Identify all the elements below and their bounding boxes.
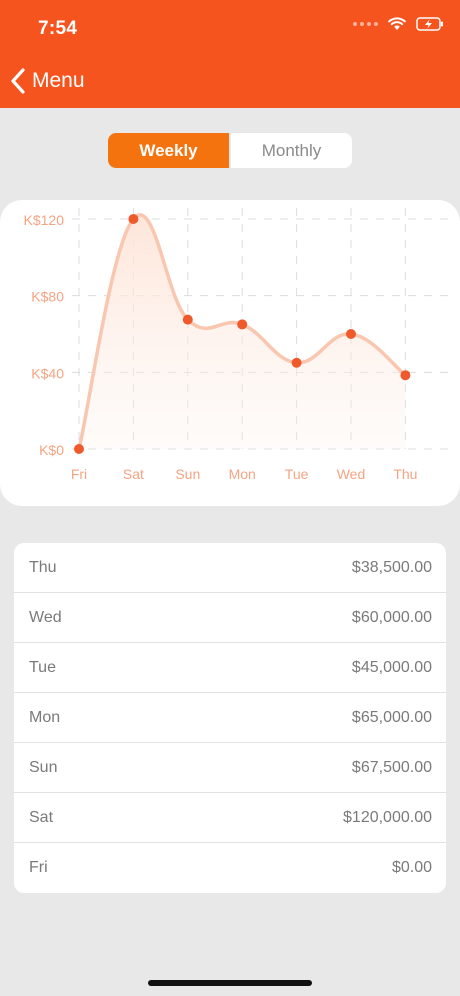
list-item-amount: $60,000.00: [351, 608, 432, 626]
chevron-left-icon: [11, 68, 25, 94]
list-item-amount: $0.00: [391, 859, 432, 876]
list-item[interactable]: Tue $45,000.00: [14, 643, 446, 693]
chart-y-tick-label: K$80: [31, 289, 64, 305]
chart-y-tick-label: K$0: [39, 442, 64, 458]
list-item[interactable]: Thu $38,500.00: [14, 543, 446, 593]
chart-point-thu[interactable]: [400, 370, 411, 381]
chart-x-tick-label: Wed: [337, 466, 366, 482]
wifi-icon: [388, 17, 406, 30]
chart-x-tick-label: Sat: [123, 466, 144, 482]
list-item-day: Sat: [29, 808, 54, 826]
nav-header: 7:54 Menu: [0, 0, 460, 108]
list-item-day: Wed: [29, 608, 62, 626]
home-indicator: [148, 980, 312, 986]
status-icons: [353, 17, 444, 31]
list-item-day: Tue: [29, 658, 56, 676]
list-item-amount: $120,000.00: [343, 808, 432, 826]
chart-line: [77, 213, 408, 451]
list-item[interactable]: Mon $65,000.00: [14, 693, 446, 743]
list-item-amount: $65,000.00: [351, 708, 432, 726]
chart-point-mon[interactable]: [237, 319, 248, 330]
list-item-day: Sun: [29, 758, 58, 776]
back-button-label: Menu: [32, 69, 85, 92]
status-time: 7:54: [38, 18, 78, 39]
period-segmented-control: Weekly Monthly: [108, 133, 352, 168]
chart-point-wed[interactable]: [346, 329, 356, 339]
list-item[interactable]: Wed $60,000.00: [14, 593, 446, 643]
list-item-day: Fri: [29, 859, 48, 876]
chart-x-tick-label: Fri: [71, 466, 87, 482]
list-item[interactable]: Sat $120,000.00: [14, 793, 446, 843]
chart-y-tick-label: K$40: [31, 365, 64, 381]
chart-card: K$0 K$40 K$80 K$120 Fri Sat Sun Mon Tue Wed Thu: [0, 200, 460, 506]
signal-icon: [353, 22, 378, 26]
segment-divider: [229, 133, 231, 168]
chart-point-sun[interactable]: [182, 314, 193, 325]
back-button[interactable]: Menu: [10, 64, 85, 98]
chart-point-fri[interactable]: [74, 444, 84, 454]
weekly-sales-chart: K$0 K$40 K$80 K$120 Fri Sat Sun Mon Tue Wed Thu: [24, 208, 452, 482]
list-item[interactable]: Sun $67,500.00: [14, 743, 446, 793]
chart-x-tick-label: Thu: [393, 466, 417, 482]
chart-x-tick-label: Sun: [175, 466, 200, 482]
list-item-amount: $38,500.00: [351, 558, 432, 576]
chart-point-sat[interactable]: [128, 214, 139, 224]
chart-y-tick-label: K$120: [24, 212, 65, 228]
list-item-amount: $67,500.00: [351, 758, 432, 776]
segment-monthly[interactable]: Monthly: [261, 140, 322, 160]
chart-point-tue[interactable]: [291, 357, 302, 368]
chart-area: [79, 214, 406, 449]
chart-x-tick-label: Mon: [229, 466, 256, 482]
list-item-day: Thu: [29, 558, 57, 576]
list-item[interactable]: Fri $0.00: [14, 843, 446, 893]
segment-weekly[interactable]: Weekly: [108, 133, 229, 168]
list-item-amount: $45,000.00: [351, 658, 432, 676]
daily-totals-list: Thu $38,500.00 Wed $60,000.00 Tue $45,00…: [14, 543, 446, 893]
battery-charging-icon: [416, 17, 443, 31]
chart-x-tick-label: Tue: [285, 466, 309, 482]
list-item-day: Mon: [29, 708, 61, 726]
